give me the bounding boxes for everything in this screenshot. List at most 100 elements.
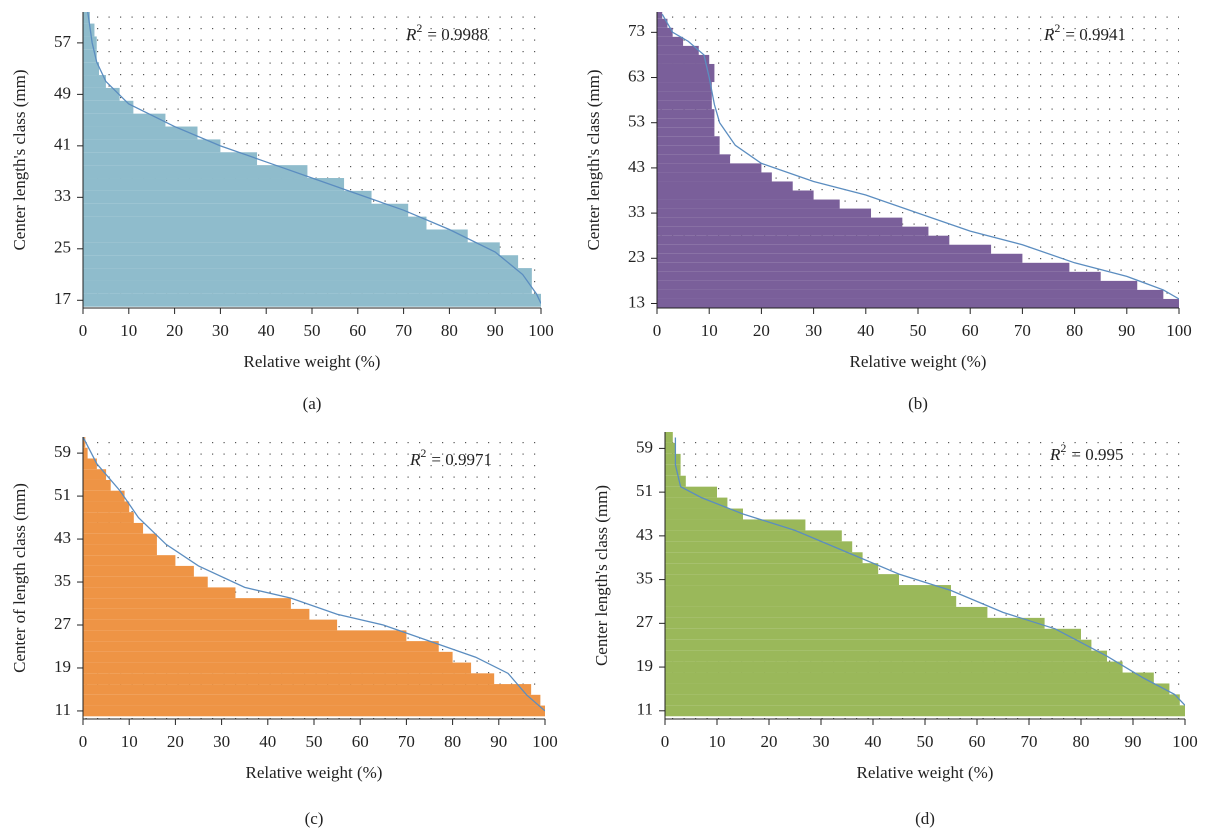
x-tick-label: 70	[1021, 732, 1038, 751]
bar	[665, 464, 681, 476]
y-tick-label: 59	[636, 437, 653, 456]
bar	[665, 541, 853, 553]
bar	[665, 694, 1180, 706]
x-tick-label: 60	[349, 321, 366, 340]
bar	[657, 181, 793, 191]
y-tick-label: 51	[636, 481, 653, 500]
bar	[665, 661, 1123, 673]
bar	[657, 298, 1179, 308]
r-symbol: R	[409, 450, 421, 469]
r-squared: R2 = 0.9971	[409, 446, 492, 469]
y-axis-title: Center length's class (mm)	[592, 485, 611, 666]
x-tick-label: 100	[532, 732, 558, 751]
y-tick-label: 51	[54, 485, 71, 504]
bar	[665, 530, 842, 542]
bar	[83, 126, 198, 140]
r-power: 2	[420, 446, 426, 460]
x-axis-title: Relative weight (%)	[244, 352, 381, 371]
bar	[83, 87, 120, 101]
bar	[665, 442, 676, 454]
y-tick-label: 43	[628, 157, 645, 176]
bar	[83, 178, 345, 191]
bar	[657, 280, 1138, 290]
x-tick-label: 20	[167, 732, 184, 751]
bar	[83, 522, 144, 534]
bar	[665, 650, 1107, 662]
bar	[83, 139, 221, 153]
x-tick-label: 30	[213, 732, 230, 751]
bar	[83, 544, 157, 556]
bar	[83, 533, 157, 545]
bar	[657, 27, 673, 37]
bar	[83, 268, 532, 281]
bar	[657, 109, 715, 119]
bar	[657, 18, 668, 28]
bar	[657, 82, 712, 92]
r-symbol: R	[405, 25, 417, 44]
y-tick-label: 33	[54, 186, 71, 205]
y-tick-label: 11	[637, 700, 653, 719]
bar	[83, 619, 338, 631]
x-tick-label: 40	[259, 732, 276, 751]
bar	[657, 253, 1023, 263]
r-value: = 0.9941	[1065, 25, 1126, 44]
bar	[83, 662, 472, 674]
y-tick-label: 63	[628, 66, 645, 85]
bar	[83, 229, 468, 243]
x-tick-label: 100	[1172, 732, 1198, 751]
plot-area	[83, 437, 545, 717]
r-value: = 0.9971	[431, 450, 492, 469]
x-tick-label: 30	[805, 321, 822, 340]
x-tick-label: 70	[395, 321, 412, 340]
y-axis-title: Center of length class (mm)	[10, 483, 29, 673]
x-tick-label: 20	[761, 732, 778, 751]
x-tick-label: 40	[258, 321, 275, 340]
bar	[657, 163, 762, 173]
y-tick-label: 11	[55, 700, 71, 719]
bar	[83, 608, 310, 620]
bar	[665, 574, 899, 586]
y-tick-label: 41	[54, 135, 71, 154]
r-symbol: R	[1043, 25, 1055, 44]
bar	[83, 469, 107, 480]
r-value: = 0.995	[1071, 445, 1123, 464]
x-tick-label: 30	[813, 732, 830, 751]
plot-area	[657, 12, 1179, 308]
y-tick-label: 35	[636, 569, 653, 588]
fit-curve	[87, 12, 541, 304]
bar	[665, 596, 957, 607]
y-tick-label: 27	[636, 612, 654, 631]
r-power: 2	[1054, 21, 1060, 35]
bar	[657, 244, 992, 254]
bar	[657, 172, 772, 182]
bar	[657, 271, 1101, 281]
x-tick-label: 50	[304, 321, 321, 340]
x-tick-label: 50	[917, 732, 934, 751]
r-symbol: R	[1049, 445, 1061, 464]
bar	[657, 235, 950, 245]
r-squared: R2 = 0.9988	[405, 21, 488, 44]
bar	[83, 203, 409, 217]
r-squared: R2 = 0.995	[1049, 441, 1123, 464]
bar	[657, 154, 731, 164]
bar	[665, 628, 1081, 640]
bar	[665, 683, 1170, 695]
x-tick-label: 70	[1014, 321, 1031, 340]
x-tick-label: 50	[306, 732, 323, 751]
bar	[657, 73, 715, 83]
bar	[83, 36, 97, 50]
bar	[657, 136, 720, 146]
bar	[657, 91, 712, 101]
bar	[657, 63, 715, 74]
x-tick-label: 10	[709, 732, 726, 751]
y-tick-label: 43	[54, 528, 71, 547]
bar	[83, 152, 258, 166]
bar	[657, 36, 684, 46]
r-power: 2	[1060, 441, 1066, 455]
bar	[83, 565, 194, 577]
bar	[83, 190, 372, 204]
bar	[83, 242, 500, 256]
y-tick-label: 59	[54, 442, 71, 461]
bar	[665, 639, 1092, 651]
bar	[665, 475, 686, 487]
